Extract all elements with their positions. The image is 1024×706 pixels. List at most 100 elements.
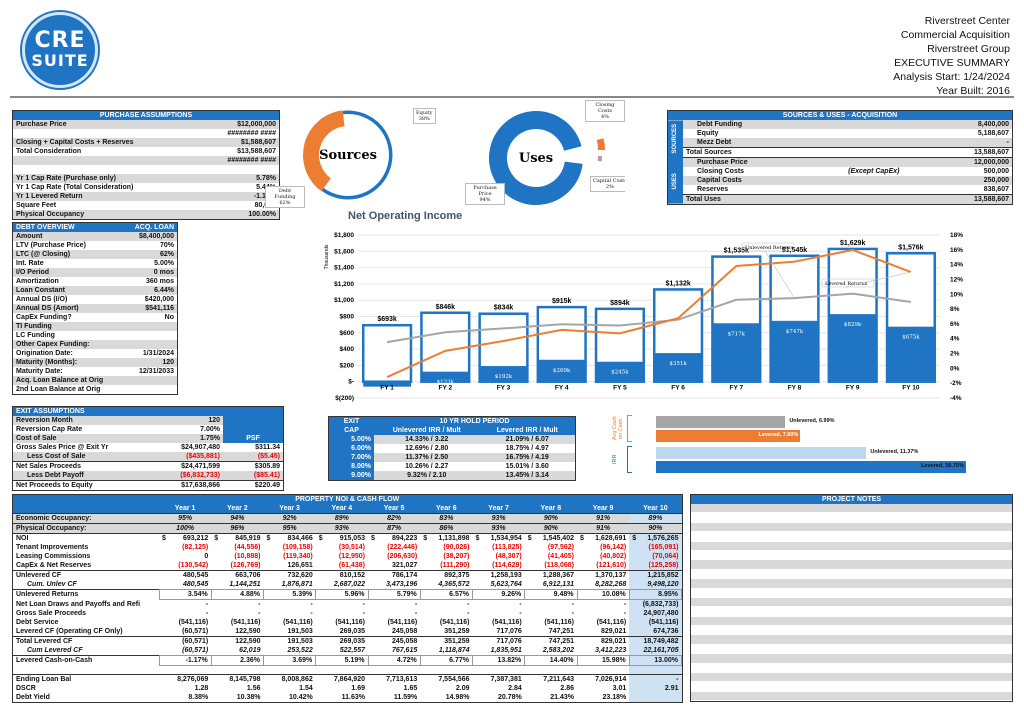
year-header: Year 2 <box>227 505 248 512</box>
note-row[interactable] <box>691 522 1012 533</box>
cell-value: 90% <box>543 525 558 532</box>
cell-value: 1,144,251 <box>229 581 261 588</box>
cell-value: (30,514) <box>338 544 365 551</box>
row-label: Less Debt Payoff <box>27 472 84 479</box>
donut-label-box: Purchase Price 94% <box>465 183 505 205</box>
y2-tick-label: 6% <box>950 321 960 328</box>
cell-value <box>211 666 263 675</box>
table-row: 2nd Loan Balance at Orig <box>13 385 177 394</box>
cell-value: 3,412,223 <box>595 647 627 654</box>
note-row[interactable] <box>691 532 1012 542</box>
note-row[interactable] <box>691 541 1012 551</box>
x-tick-label: FY 3 <box>497 385 511 392</box>
note-row[interactable] <box>691 626 1012 636</box>
note-row[interactable] <box>691 560 1012 570</box>
levered-cf-bar <box>596 361 644 382</box>
cell-value: 93% <box>334 525 349 532</box>
levered-cf-data-label: $675k <box>902 335 920 341</box>
currency-symbol: $ <box>632 535 637 542</box>
cell-value: 829,021 <box>600 638 627 645</box>
note-row[interactable] <box>691 570 1012 580</box>
table-row: Amortization 360 mos <box>13 277 177 286</box>
note-row[interactable] <box>691 691 1012 702</box>
cell-value: 4,365,572 <box>438 581 470 588</box>
slice-pct: 94% <box>479 197 491 203</box>
cell-value: (541,116) <box>335 619 365 626</box>
cell-value: 829,021 <box>600 628 627 635</box>
cell-value: (121,610) <box>596 562 627 569</box>
cell-value: 93% <box>491 525 506 532</box>
cell-value: 7,713,613 <box>386 676 418 683</box>
table-row: Tenant Improvements (82,125) (44,556) (109,… <box>13 543 682 552</box>
table-row: Less Debt Payoff ($6,832,733) ($85.41) <box>13 471 283 481</box>
x-tick-label: FY 4 <box>555 385 569 392</box>
note-row[interactable] <box>691 664 1012 674</box>
row-value: $541,116 <box>145 305 174 312</box>
table-row: Less Cost of Sale ($435,881) ($5.45) <box>13 452 283 462</box>
row-value <box>123 322 177 331</box>
cell-value <box>473 666 525 675</box>
table-title: PROPERTY NOI & CASH FLOW <box>13 495 682 504</box>
donut-label-box: Capital Costs 2% <box>590 176 625 192</box>
row-value: 6.44% <box>154 287 174 294</box>
table-row: Capital Costs 250,000 <box>668 176 1012 185</box>
cell-value: 82% <box>387 515 402 522</box>
cell-value: 767,615 <box>391 647 418 654</box>
row-value: 120 <box>162 359 174 366</box>
cell-value: 1,118,874 <box>438 647 470 654</box>
column-header: ACQ. LOAN <box>123 223 177 232</box>
row-value: 360 mos <box>145 278 174 285</box>
cell-value: 747,251 <box>548 638 574 645</box>
cell-value: 2.36% <box>210 655 265 666</box>
cell-value: 1.28 <box>194 685 209 692</box>
row-label: NOI <box>16 535 29 542</box>
cell-value: 321,027 <box>391 562 418 569</box>
row-label: Reversion Cap Rate <box>16 426 83 433</box>
note-row[interactable] <box>691 607 1012 617</box>
note-row[interactable] <box>691 635 1012 645</box>
row-value: 8,400,000 <box>977 121 1009 128</box>
unlevered-header: Unlevered IRR / Mult <box>392 427 461 434</box>
row-value: 1.75% <box>200 435 220 442</box>
note-row[interactable] <box>691 682 1012 692</box>
note-row[interactable] <box>691 513 1012 523</box>
table-row: Amount $8,400,000 <box>13 232 177 241</box>
analysis-start: Analysis Start: 1/24/2024 <box>893 71 1010 83</box>
row-label: Square Feet <box>16 202 57 209</box>
note-row[interactable] <box>691 551 1012 561</box>
note-row[interactable] <box>691 597 1012 608</box>
note-row[interactable] <box>691 673 1012 683</box>
annotation-leader <box>764 250 795 299</box>
slice-label: Closing Costs <box>595 102 615 114</box>
table-row: CapEx & Net Reserves (130,542) (126,769) 12… <box>13 561 682 571</box>
cell-value: $693,212 <box>162 535 209 542</box>
cell-value: - <box>362 610 365 617</box>
row-label: Capital Costs <box>697 177 742 184</box>
row-label: Net Proceeds to Equity <box>16 482 93 489</box>
cell-value: 13.00% <box>628 655 683 666</box>
note-row[interactable] <box>691 654 1012 664</box>
cell-value: 674,736 <box>629 627 682 637</box>
note-row[interactable] <box>691 616 1012 627</box>
levered-irr: 18.75% / 4.97 <box>505 445 549 452</box>
note-row[interactable] <box>691 645 1012 655</box>
levered-irr: 16.75% / 4.19 <box>505 454 549 461</box>
cell-value: 4.88% <box>210 589 265 600</box>
currency-symbol: $ <box>266 535 271 542</box>
table-row: Total Consideration $13,588,607 <box>13 147 279 156</box>
cell-value: - <box>571 610 574 617</box>
note-row[interactable] <box>691 589 1012 598</box>
levered-cf-data-label: $269k <box>553 368 571 374</box>
y2-tick-label: 18% <box>950 232 963 239</box>
cell-value: 8.38% <box>188 694 209 701</box>
cell-value: 351,259 <box>444 628 470 635</box>
total-row: Total Sources 13,588,607 <box>668 147 1012 158</box>
note-row[interactable] <box>691 579 1012 589</box>
cell-value: 89% <box>629 513 682 524</box>
noi-data-label: $1,576k <box>898 244 923 251</box>
cell-value: 8,008,862 <box>281 676 313 683</box>
noi-data-label: $1,629k <box>840 240 865 247</box>
row-label: Purchase Price <box>697 159 748 166</box>
cell-value: 93% <box>491 515 506 522</box>
note-row[interactable] <box>691 504 1012 514</box>
